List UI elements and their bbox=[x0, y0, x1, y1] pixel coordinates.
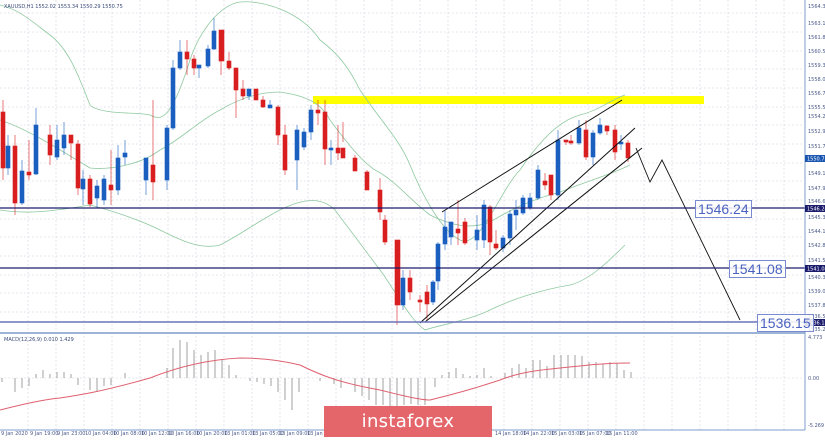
svg-text:14 Jan 22:00: 14 Jan 22:00 bbox=[523, 431, 555, 437]
svg-text:1558.05: 1558.05 bbox=[808, 77, 825, 83]
time-axis: 9 Jan 2020 9 Jan 19:00 9 Jan 23:00 10 Ja… bbox=[1, 431, 638, 437]
svg-text:15 Jan 07:00: 15 Jan 07:00 bbox=[579, 431, 611, 437]
svg-text:1561.85: 1561.85 bbox=[808, 35, 825, 41]
current-price-tag: 1550.75 bbox=[805, 155, 825, 163]
svg-text:1539.05: 1539.05 bbox=[808, 289, 825, 295]
svg-text:10 Jan 12:00: 10 Jan 12:00 bbox=[141, 431, 173, 437]
svg-text:15 Jan 11:00: 15 Jan 11:00 bbox=[606, 431, 638, 437]
level-label-1546: 1546.24 bbox=[695, 200, 752, 218]
macd-label: MACD(12,26,9) 0.010 1.429 bbox=[4, 337, 74, 343]
svg-text:0.00: 0.00 bbox=[808, 376, 819, 382]
svg-text:1556.75: 1556.75 bbox=[808, 91, 825, 97]
svg-text:1549.15: 1549.15 bbox=[808, 171, 825, 177]
svg-text:14 Jan 18:00: 14 Jan 18:00 bbox=[495, 431, 527, 437]
level-label-1536: 1536.15 bbox=[757, 314, 814, 332]
candlesticks bbox=[0, 18, 631, 325]
level-tags: 1546.24 1541.08 1536.15 bbox=[805, 205, 825, 327]
candle-bear bbox=[0, 29, 631, 325]
bollinger-bands bbox=[0, 1, 631, 331]
svg-text:13 Jan 05:00: 13 Jan 05:00 bbox=[252, 431, 284, 437]
svg-text:1542.85: 1542.85 bbox=[808, 243, 825, 249]
svg-text:1536.15: 1536.15 bbox=[807, 321, 825, 327]
macd-histogram bbox=[1, 340, 632, 410]
support-levels bbox=[0, 207, 805, 323]
chart-header: XAUUSD,H1 1552.02 1553.34 1550.29 1550.7… bbox=[4, 4, 123, 10]
svg-text:1559.30: 1559.30 bbox=[808, 63, 825, 69]
svg-text:1536.55: 1536.55 bbox=[808, 314, 825, 320]
level-label-1541: 1541.08 bbox=[729, 260, 786, 278]
svg-text:9 Jan 2020: 9 Jan 2020 bbox=[1, 431, 28, 437]
svg-text:1535.25: 1535.25 bbox=[808, 327, 825, 333]
projection-path bbox=[635, 147, 741, 321]
svg-text:9 Jan 23:00: 9 Jan 23:00 bbox=[57, 431, 85, 437]
svg-text:13 Jan 13:00: 13 Jan 13:00 bbox=[307, 431, 339, 437]
candle-bull bbox=[5, 18, 624, 310]
svg-text:1541.55: 1541.55 bbox=[808, 258, 825, 264]
svg-text:9 Jan 19:00: 9 Jan 19:00 bbox=[30, 431, 58, 437]
svg-text:10 Jan 16:00: 10 Jan 16:00 bbox=[168, 431, 200, 437]
svg-text:10 Jan 20:00: 10 Jan 20:00 bbox=[196, 431, 228, 437]
svg-text:1552.95: 1552.95 bbox=[808, 129, 825, 135]
svg-text:15 Jan 03:00: 15 Jan 03:00 bbox=[551, 431, 583, 437]
svg-text:1560.55: 1560.55 bbox=[808, 49, 825, 55]
price-axis: 1564.35 1563.10 1561.85 1560.55 1559.30 … bbox=[808, 4, 825, 333]
instaforex-logo: instaforex bbox=[324, 406, 492, 437]
svg-text:4.773: 4.773 bbox=[808, 335, 822, 341]
svg-text:1563.10: 1563.10 bbox=[808, 21, 825, 27]
macd-signal-line bbox=[0, 357, 631, 411]
macd-axis: 4.773 0.00 -5.269 bbox=[808, 335, 824, 429]
svg-text:10 Jan 04:00: 10 Jan 04:00 bbox=[85, 431, 117, 437]
svg-text:1554.25: 1554.25 bbox=[808, 114, 825, 120]
svg-text:1546.65: 1546.65 bbox=[808, 199, 825, 205]
svg-text:1540.30: 1540.30 bbox=[808, 275, 825, 281]
svg-text:-5.269: -5.269 bbox=[808, 423, 824, 429]
resistance-zone bbox=[313, 96, 704, 104]
svg-text:1544.10: 1544.10 bbox=[808, 229, 825, 235]
trend-channel bbox=[419, 99, 643, 324]
svg-text:1547.90: 1547.90 bbox=[808, 186, 825, 192]
svg-text:13 Jan 09:00: 13 Jan 09:00 bbox=[279, 431, 311, 437]
svg-text:1537.80: 1537.80 bbox=[808, 303, 825, 309]
svg-text:1555.50: 1555.50 bbox=[808, 105, 825, 111]
svg-text:1564.35: 1564.35 bbox=[808, 4, 825, 10]
svg-text:1550.75: 1550.75 bbox=[807, 157, 825, 163]
svg-text:1545.35: 1545.35 bbox=[808, 215, 825, 221]
svg-text:1546.24: 1546.24 bbox=[807, 207, 825, 213]
svg-text:1541.08: 1541.08 bbox=[807, 267, 825, 273]
svg-text:13 Jan 01:00: 13 Jan 01:00 bbox=[224, 431, 256, 437]
svg-text:10 Jan 08:00: 10 Jan 08:00 bbox=[113, 431, 145, 437]
svg-text:1551.70: 1551.70 bbox=[808, 144, 825, 150]
